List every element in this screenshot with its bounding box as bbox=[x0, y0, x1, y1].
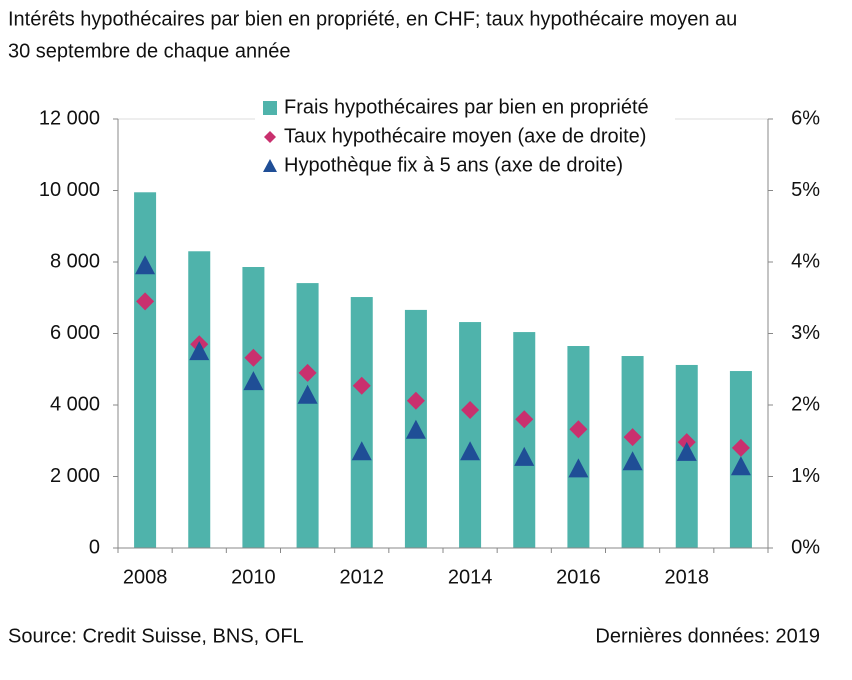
triangle-marker bbox=[676, 441, 697, 461]
diamond-marker bbox=[244, 348, 263, 367]
y2-tick-label: 0% bbox=[791, 536, 820, 558]
x-tick-label: 2010 bbox=[231, 566, 276, 588]
bar bbox=[350, 297, 373, 548]
note: Dernières données: 2019 bbox=[595, 625, 820, 647]
triangle-marker bbox=[568, 458, 589, 478]
source: Source: Credit Suisse, BNS, OFL bbox=[8, 625, 304, 647]
diamond-marker bbox=[623, 428, 642, 447]
y-tick-label: 8 000 bbox=[50, 250, 100, 272]
y2-tick-label: 5% bbox=[791, 179, 820, 201]
bar bbox=[513, 332, 536, 548]
legend-label: Frais hypothécaires par bien en propriét… bbox=[284, 96, 649, 118]
diamond-marker bbox=[136, 292, 155, 311]
x-tick-label: 2012 bbox=[340, 566, 385, 588]
y-tick-label: 0 bbox=[89, 536, 100, 558]
y-tick-label: 12 000 bbox=[39, 107, 100, 129]
y-tick-label: 10 000 bbox=[39, 179, 100, 201]
triangle-marker bbox=[189, 341, 210, 361]
y2-tick-label: 3% bbox=[791, 322, 820, 344]
triangle-marker bbox=[297, 384, 318, 404]
diamond-marker bbox=[406, 391, 425, 410]
diamond-marker bbox=[731, 438, 750, 457]
triangle-marker bbox=[135, 255, 156, 275]
triangle-marker bbox=[351, 441, 372, 461]
diamond-marker bbox=[298, 363, 317, 382]
diamond-marker bbox=[352, 376, 371, 395]
bar bbox=[242, 267, 265, 548]
legend-swatch bbox=[264, 131, 276, 143]
x-tick-label: 2016 bbox=[556, 566, 601, 588]
x-tick-label: 2014 bbox=[448, 566, 493, 588]
y2-tick-label: 4% bbox=[791, 250, 820, 272]
triangle-marker bbox=[514, 446, 535, 466]
triangle-marker bbox=[460, 441, 481, 461]
diamond-marker bbox=[515, 410, 534, 429]
chart-title: Intérêts hypothécaires par bien en propr… bbox=[8, 8, 737, 30]
legend-swatch bbox=[263, 159, 277, 172]
y2-tick-label: 2% bbox=[791, 393, 820, 415]
triangle-marker bbox=[730, 456, 751, 476]
diamond-marker bbox=[569, 420, 588, 439]
y2-tick-label: 1% bbox=[791, 465, 820, 487]
triangle-marker bbox=[622, 451, 643, 471]
triangle-marker bbox=[243, 371, 264, 391]
legend-swatch bbox=[263, 101, 277, 115]
bar bbox=[134, 192, 157, 548]
y-tick-label: 2 000 bbox=[50, 465, 100, 487]
legend-label: Hypothèque fix à 5 ans (axe de droite) bbox=[284, 154, 623, 176]
y-tick-label: 6 000 bbox=[50, 322, 100, 344]
legend-label: Taux hypothécaire moyen (axe de droite) bbox=[284, 125, 646, 147]
y2-tick-label: 6% bbox=[791, 107, 820, 129]
bar bbox=[567, 346, 590, 548]
diamond-marker bbox=[461, 401, 480, 420]
chart-title: 30 septembre de chaque année bbox=[8, 40, 290, 62]
bar bbox=[296, 283, 319, 548]
y-tick-label: 4 000 bbox=[50, 393, 100, 415]
legend-background bbox=[255, 92, 675, 182]
triangle-marker bbox=[405, 419, 426, 439]
bar bbox=[459, 322, 482, 548]
x-tick-label: 2008 bbox=[123, 566, 168, 588]
bar bbox=[188, 251, 211, 548]
x-tick-label: 2018 bbox=[665, 566, 710, 588]
